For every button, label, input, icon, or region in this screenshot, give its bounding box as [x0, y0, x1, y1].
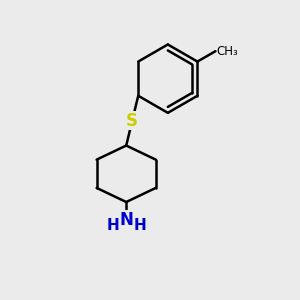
Text: H: H [133, 218, 146, 233]
Text: H: H [106, 218, 119, 233]
Text: N: N [119, 211, 133, 229]
Text: S: S [126, 112, 138, 130]
Text: CH₃: CH₃ [217, 45, 238, 58]
